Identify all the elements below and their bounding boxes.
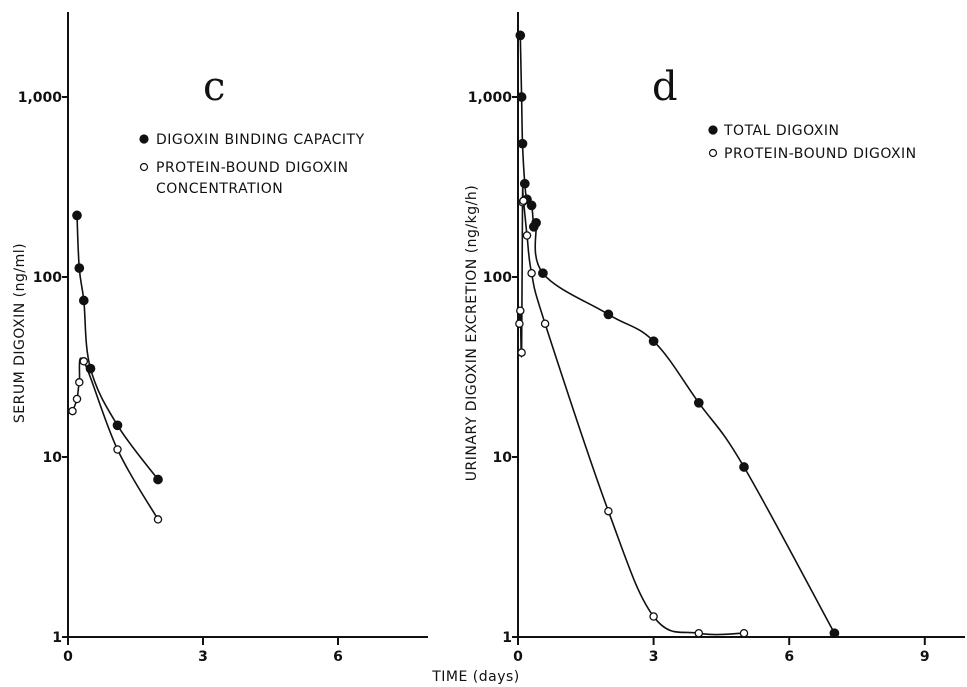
panel-d-x-tick-label: 0: [513, 649, 523, 665]
panel-c-series-1-line: [76, 215, 159, 480]
panel-d-series-2-point: [649, 612, 658, 621]
panel-d-x-tick-label: 9: [920, 649, 930, 665]
panel-d-series-2-point: [517, 348, 526, 357]
panel-d-series-1-point: [829, 628, 840, 639]
panel-d-y-tick-label: 10: [493, 450, 513, 466]
panel-c-series-2-point: [72, 394, 82, 404]
panel-d-series-2-point: [604, 506, 613, 516]
legend-d-open-marker: [708, 148, 718, 158]
panel-d-series-2-line: [518, 187, 745, 636]
panel-d-y-axis-title: URINARY DIGOXIN EXCRETION (ng/kg/h): [464, 185, 480, 481]
panel-d-series-1-point: [603, 309, 614, 320]
panel-c-y-tick-label: 100: [33, 270, 62, 286]
panel-c-x-tick-label: 6: [333, 649, 343, 665]
panel-c-series-2-point: [68, 406, 77, 416]
x-axis-title: TIME (days): [431, 669, 520, 685]
panel-d-series-1-point: [515, 30, 526, 41]
legend-c-item-2-line-2: CONCENTRATION: [156, 181, 283, 197]
panel-d-series-1-point: [519, 178, 530, 189]
panel-c-y-tick-label: 1,000: [18, 90, 63, 106]
panel-c-series-2-point: [113, 445, 122, 454]
panel-c-y-tick-label: 10: [43, 450, 63, 466]
panel-c-y-tick-label: 1: [52, 630, 62, 646]
panel-c-y-axis-title: SERUM DIGOXIN (ng/ml): [12, 243, 28, 423]
panel-c-x-tick-label: 3: [198, 649, 208, 665]
panel-d-series-1-point: [538, 268, 548, 279]
legend-d-filled-marker: [708, 125, 718, 135]
panel-c-series-2-point: [79, 357, 89, 366]
panel-c-legend: DIGOXIN BINDING CAPACITY PROTEIN-BOUND D…: [139, 132, 365, 197]
panel-d-series-1-point: [739, 462, 749, 472]
panel-d-x-tick-label: 3: [649, 649, 659, 665]
panel-d-series-1-point: [526, 200, 537, 211]
legend-c-filled-marker: [139, 134, 149, 144]
legend-c-item-1: DIGOXIN BINDING CAPACITY: [156, 132, 365, 148]
panel-d-y-tick-label: 1,000: [468, 90, 513, 106]
panel-c-series-2-point: [75, 378, 84, 387]
panel-d-series-2-point: [516, 306, 525, 315]
panel-c-series-1-point: [72, 210, 82, 221]
panel-d-legend: TOTAL DIGOXIN PROTEIN-BOUND DIGOXIN: [708, 123, 917, 162]
legend-c-open-marker: [139, 162, 149, 172]
panel-d-series-2-point: [739, 628, 749, 638]
panel-d-series-1-point: [648, 336, 659, 347]
panel-d-series-2-point: [527, 268, 536, 278]
legend-d-item-1: TOTAL DIGOXIN: [723, 123, 839, 139]
panel-c-series-1-point: [74, 263, 85, 273]
panel-c-x-tick-label: 0: [63, 649, 73, 665]
legend-d-item-2: PROTEIN-BOUND DIGOXIN: [724, 146, 917, 162]
panel-d-letter: d: [652, 64, 678, 110]
panel-d-y-tick-label: 100: [483, 270, 512, 286]
panel-c-letter: c: [203, 64, 225, 110]
panel-c-series-1-point: [78, 295, 89, 306]
panel-d-series-1-point: [531, 217, 541, 228]
panel-d-series-2-point: [522, 231, 532, 240]
panel-d-x-tick-label: 6: [784, 649, 794, 665]
panel-d-series-1-point: [693, 397, 704, 408]
panel-d-series-2-point: [694, 628, 704, 638]
panel-c-series-1-point: [153, 474, 163, 485]
panel-d-series-2-point: [540, 319, 550, 328]
panel-c: c SERUM DIGOXIN (ng/ml) DIGOXIN BINDING …: [12, 12, 428, 665]
panel-d: d URINARY DIGOXIN EXCRETION (ng/kg/h) TO…: [464, 12, 965, 665]
panel-d-series-1-point: [516, 92, 527, 102]
panel-d-series-2-point: [515, 319, 524, 328]
panel-d-y-tick-label: 1: [502, 630, 512, 646]
panel-c-series-2-point: [153, 515, 163, 524]
panel-c-series-1-point: [112, 420, 123, 431]
panel-d-series-2-point: [519, 196, 528, 206]
panel-c-series-2-line: [71, 357, 159, 520]
legend-c-item-2-line-1: PROTEIN-BOUND DIGOXIN: [156, 160, 349, 176]
panel-d-series-1-point: [517, 138, 528, 149]
